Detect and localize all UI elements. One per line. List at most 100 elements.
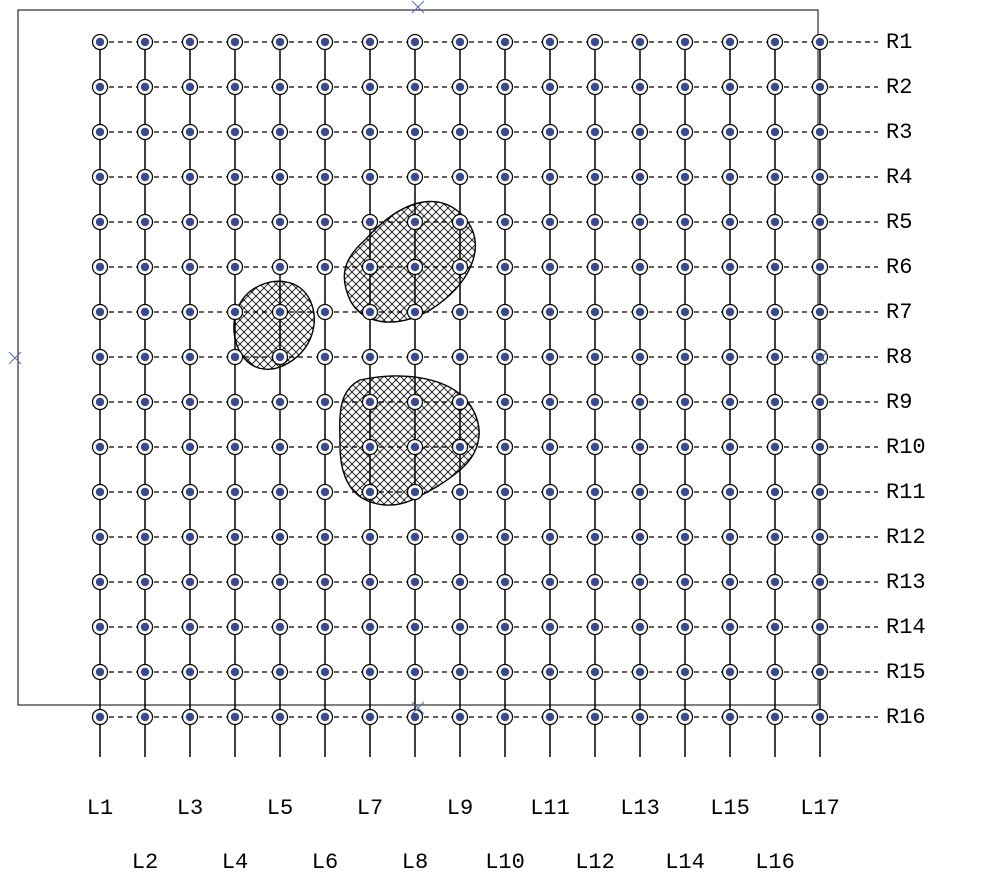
grid-node-inner	[186, 218, 194, 226]
grid-node-inner	[231, 308, 239, 316]
grid-node-inner	[501, 353, 509, 361]
grid-node-inner	[321, 533, 329, 541]
grid-node-inner	[816, 83, 824, 91]
grid-node-inner	[96, 353, 104, 361]
grid-node-inner	[276, 353, 284, 361]
grid-node-inner	[276, 578, 284, 586]
col-label: L12	[575, 850, 615, 875]
grid-node-inner	[546, 488, 554, 496]
col-label: L3	[177, 796, 203, 821]
grid-node-inner	[231, 353, 239, 361]
grid-node-inner	[591, 263, 599, 271]
grid-node-inner	[546, 578, 554, 586]
grid-node-inner	[186, 488, 194, 496]
grid-node-inner	[501, 218, 509, 226]
col-label: L4	[222, 850, 248, 875]
grid-node-inner	[321, 353, 329, 361]
grid-node-inner	[321, 218, 329, 226]
grid-node-inner	[501, 308, 509, 316]
grid-node-inner	[141, 173, 149, 181]
grid-node-inner	[771, 578, 779, 586]
grid-node-inner	[186, 308, 194, 316]
grid-node-inner	[276, 443, 284, 451]
col-label: L17	[800, 796, 840, 821]
grid-node-inner	[681, 128, 689, 136]
grid-node-inner	[231, 578, 239, 586]
grid-node-inner	[681, 353, 689, 361]
grid-node-inner	[231, 398, 239, 406]
grid-node-inner	[141, 713, 149, 721]
grid-node-inner	[681, 308, 689, 316]
grid-node-inner	[366, 578, 374, 586]
grid-node-inner	[636, 713, 644, 721]
col-label: L10	[485, 850, 525, 875]
grid-node-inner	[456, 668, 464, 676]
grid-node-inner	[141, 443, 149, 451]
grid-node-inner	[726, 713, 734, 721]
grid-node-inner	[231, 173, 239, 181]
grid-node-inner	[816, 218, 824, 226]
grid-node-inner	[321, 38, 329, 46]
grid-node-inner	[411, 128, 419, 136]
row-label: R8	[886, 345, 912, 370]
grid-node-inner	[726, 533, 734, 541]
col-label: L7	[357, 796, 383, 821]
grid-node-inner	[591, 398, 599, 406]
grid-node-inner	[816, 578, 824, 586]
grid-node-inner	[141, 623, 149, 631]
grid-node-inner	[231, 38, 239, 46]
grid-node-inner	[411, 443, 419, 451]
grid-node-inner	[501, 38, 509, 46]
row-label: R1	[886, 30, 912, 55]
grid-node-inner	[366, 218, 374, 226]
grid-node-inner	[96, 38, 104, 46]
grid-node-inner	[681, 443, 689, 451]
grid-node-inner	[231, 263, 239, 271]
grid-node-inner	[771, 713, 779, 721]
grid-node-inner	[321, 443, 329, 451]
grid-node-inner	[411, 488, 419, 496]
grid-node-inner	[186, 668, 194, 676]
grid-node-inner	[276, 533, 284, 541]
grid-node-inner	[276, 668, 284, 676]
grid-node-inner	[96, 83, 104, 91]
grid-node-inner	[501, 128, 509, 136]
grid-node-inner	[501, 623, 509, 631]
grid-node-inner	[816, 488, 824, 496]
row-label: R11	[886, 480, 926, 505]
grid-node-inner	[681, 173, 689, 181]
grid-node-inner	[186, 173, 194, 181]
row-label: R6	[886, 255, 912, 280]
grid-node-inner	[276, 173, 284, 181]
grid-node-inner	[636, 623, 644, 631]
grid-node-inner	[546, 308, 554, 316]
grid-node-inner	[96, 623, 104, 631]
grid-node-inner	[276, 38, 284, 46]
grid-node-inner	[456, 353, 464, 361]
grid-node-inner	[501, 713, 509, 721]
grid-node-inner	[771, 353, 779, 361]
grid-node-inner	[321, 173, 329, 181]
col-label: L9	[447, 796, 473, 821]
grid-node-inner	[546, 218, 554, 226]
grid-node-inner	[681, 263, 689, 271]
grid-node-inner	[681, 398, 689, 406]
col-label: L6	[312, 850, 338, 875]
grid-node-inner	[546, 38, 554, 46]
grid-node-inner	[771, 398, 779, 406]
grid-node-inner	[366, 398, 374, 406]
grid-node-inner	[96, 713, 104, 721]
grid-node-inner	[726, 353, 734, 361]
grid-node-inner	[186, 533, 194, 541]
grid-node-inner	[726, 488, 734, 496]
grid-node-inner	[636, 128, 644, 136]
row-label: R3	[886, 120, 912, 145]
grid-node-inner	[186, 443, 194, 451]
grid-node-inner	[591, 623, 599, 631]
grid-node-inner	[96, 578, 104, 586]
grid-node-inner	[546, 533, 554, 541]
grid-node-inner	[726, 83, 734, 91]
grid-node-inner	[276, 263, 284, 271]
grid-node-inner	[771, 263, 779, 271]
grid-node-inner	[96, 308, 104, 316]
